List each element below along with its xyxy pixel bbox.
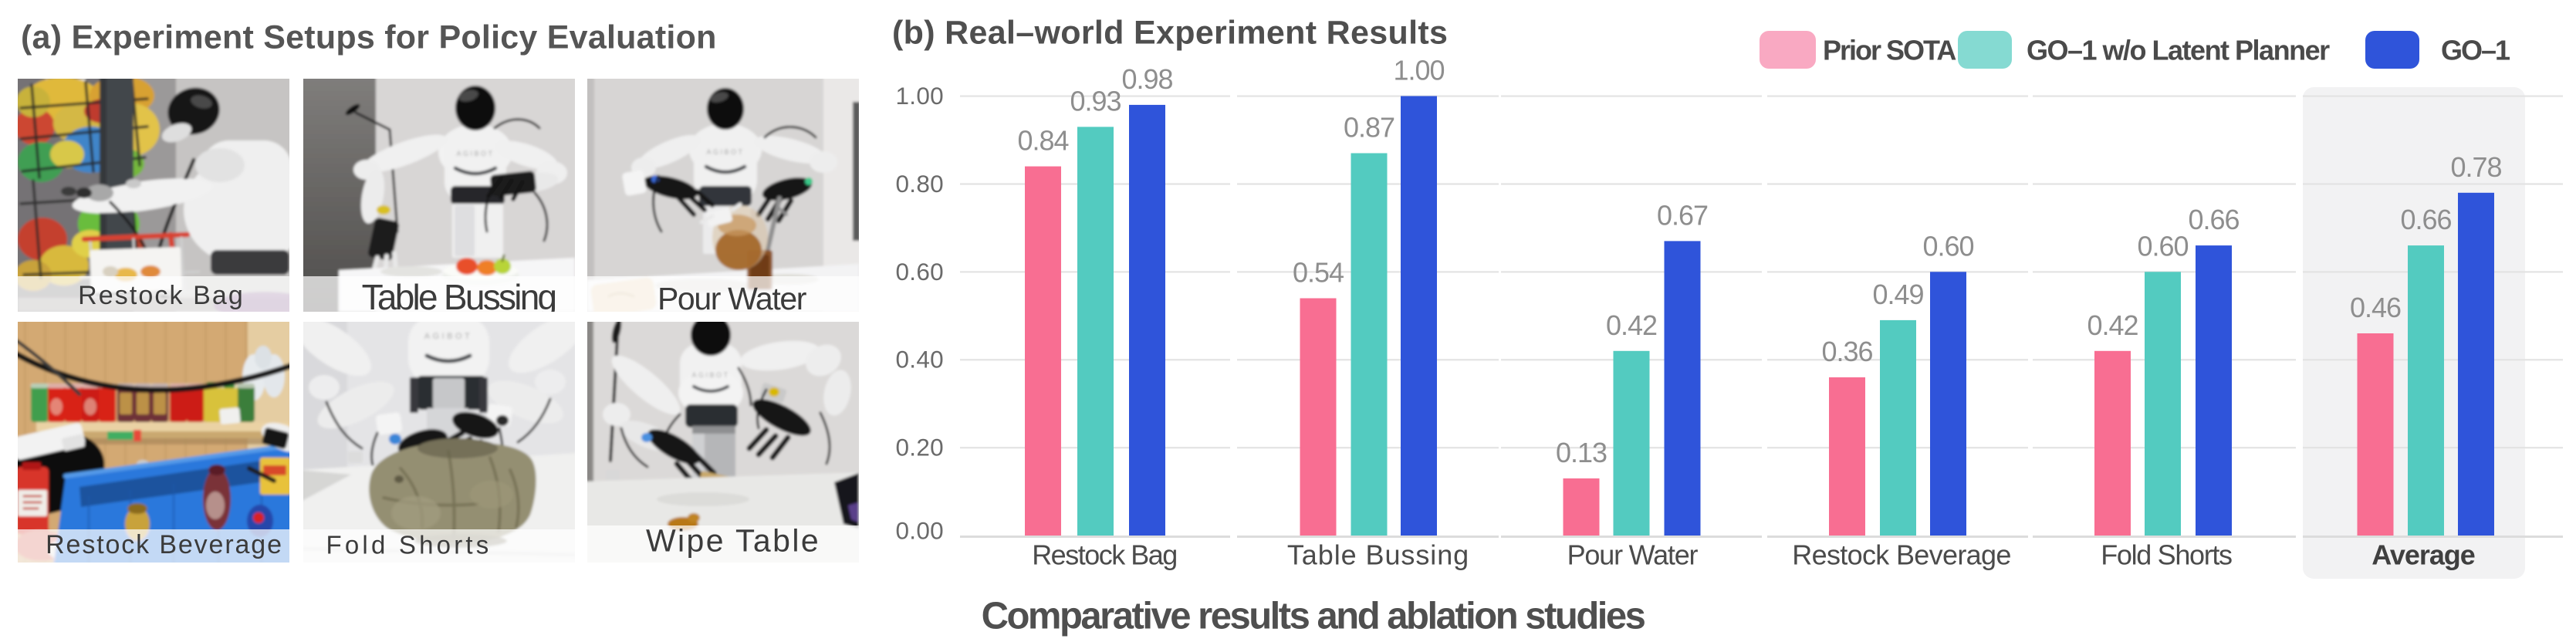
svg-text:0.67: 0.67 — [1657, 199, 1708, 231]
svg-text:0.98: 0.98 — [1121, 63, 1172, 95]
svg-text:AGIBOT: AGIBOT — [691, 371, 729, 379]
svg-text:Restock Bag: Restock Bag — [1032, 539, 1177, 571]
svg-text:(b) Real–world Experiment Resu: (b) Real–world Experiment Results — [892, 15, 1448, 52]
svg-text:Table Bussing: Table Bussing — [1287, 539, 1469, 571]
svg-text:0.20: 0.20 — [895, 434, 944, 461]
svg-text:0.66: 0.66 — [2400, 204, 2451, 235]
svg-text:(a) Experiment Setups for Poli: (a) Experiment Setups for Policy Evaluat… — [21, 19, 717, 56]
svg-text:AGIBOT: AGIBOT — [706, 148, 744, 156]
svg-text:GO–1: GO–1 — [2441, 35, 2510, 66]
svg-text:Wipe Table: Wipe Table — [646, 523, 820, 559]
svg-text:0.60: 0.60 — [2137, 230, 2188, 262]
svg-text:0.78: 0.78 — [2450, 151, 2501, 183]
svg-text:0.36: 0.36 — [1821, 336, 1872, 367]
svg-text:Fold Shorts: Fold Shorts — [326, 531, 492, 559]
svg-text:0.84: 0.84 — [1017, 125, 1068, 157]
svg-text:AGIBOT: AGIBOT — [456, 150, 494, 157]
svg-text:1.00: 1.00 — [1393, 55, 1444, 86]
svg-text:Pour Water: Pour Water — [658, 281, 806, 312]
svg-text:0.93: 0.93 — [1070, 85, 1121, 117]
svg-text:Table Bussing: Table Bussing — [362, 277, 556, 312]
svg-text:Pour Water: Pour Water — [1567, 539, 1699, 571]
svg-text:Restock Beverage: Restock Beverage — [1792, 539, 2010, 571]
svg-text:Prior SOTA: Prior SOTA — [1823, 35, 1956, 66]
svg-text:0.66: 0.66 — [2188, 204, 2239, 235]
svg-text:0.49: 0.49 — [1872, 279, 1923, 310]
svg-text:0.46: 0.46 — [2350, 292, 2401, 323]
svg-text:Comparative results and ablati: Comparative results and ablation studies — [982, 596, 1645, 637]
svg-text:1.00: 1.00 — [895, 82, 944, 110]
svg-text:0.00: 0.00 — [895, 517, 944, 545]
svg-text:0.80: 0.80 — [895, 170, 944, 198]
svg-text:Fold Shorts: Fold Shorts — [2101, 539, 2232, 571]
svg-text:0.40: 0.40 — [895, 346, 944, 373]
svg-text:0.60: 0.60 — [1922, 230, 1973, 262]
svg-text:GO–1 w/o Latent Planner: GO–1 w/o Latent Planner — [2027, 35, 2330, 66]
svg-text:0.13: 0.13 — [1556, 437, 1607, 468]
svg-text:0.54: 0.54 — [1293, 257, 1344, 289]
svg-text:0.87: 0.87 — [1344, 112, 1394, 144]
svg-text:0.42: 0.42 — [1606, 309, 1657, 341]
svg-text:Restock Bag: Restock Bag — [78, 281, 245, 310]
svg-text:0.42: 0.42 — [2087, 309, 2138, 341]
svg-text:AGIBOT: AGIBOT — [424, 332, 473, 341]
svg-text:0.60: 0.60 — [895, 258, 944, 286]
svg-text:Average: Average — [2371, 539, 2475, 571]
svg-text:Restock Beverage: Restock Beverage — [46, 530, 283, 559]
